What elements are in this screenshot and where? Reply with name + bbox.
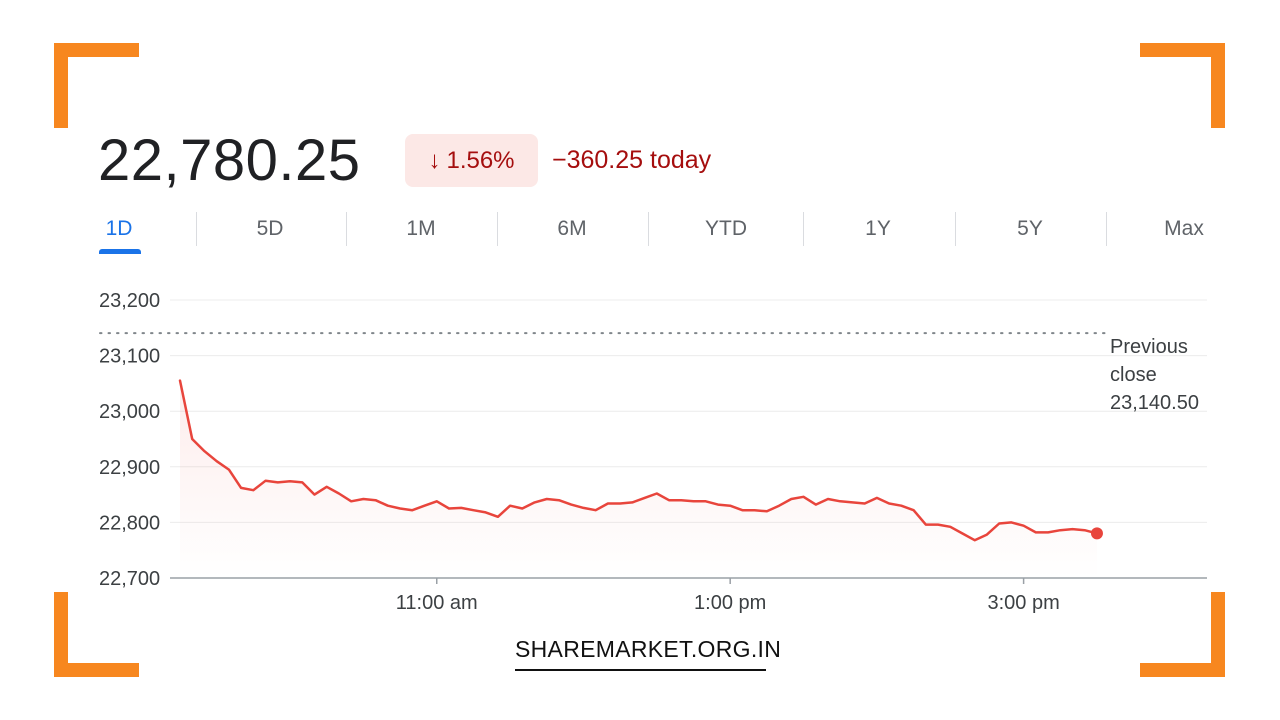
x-tick-label: 1:00 pm xyxy=(694,592,766,614)
frame-corner-bottom-right xyxy=(1140,592,1225,677)
tab-divider xyxy=(955,212,956,246)
y-tick-label: 23,000 xyxy=(99,401,160,423)
previous-close-label: Previous close 23,140.50 xyxy=(1110,336,1199,414)
percent-change-badge: ↓ 1.56% xyxy=(405,134,538,187)
frame-corner-bottom-left xyxy=(54,592,139,677)
percent-change: 1.56% xyxy=(446,146,515,174)
tab-divider xyxy=(648,212,649,246)
tab-6m[interactable]: 6M xyxy=(557,217,587,240)
current-price: 22,780.25 xyxy=(98,128,361,193)
site-watermark: SHAREMARKET.ORG.IN xyxy=(515,634,781,671)
frame-corner-top-left xyxy=(54,43,139,128)
tab-1d[interactable]: 1D xyxy=(105,217,133,240)
tab-divider xyxy=(803,212,804,246)
tab-divider xyxy=(1106,212,1107,246)
active-tab-indicator xyxy=(99,249,141,254)
price-area xyxy=(180,380,1097,578)
tab-max[interactable]: Max xyxy=(1164,217,1204,240)
tab-divider xyxy=(346,212,347,246)
y-tick-label: 22,800 xyxy=(99,512,160,534)
y-tick-label: 22,700 xyxy=(99,568,160,590)
tab-5y[interactable]: 5Y xyxy=(1017,217,1043,240)
tab-5d[interactable]: 5D xyxy=(256,217,284,240)
frame-corner-top-right xyxy=(1140,43,1225,128)
tab-1y[interactable]: 1Y xyxy=(865,217,891,240)
change-today: −360.25 today xyxy=(552,146,712,174)
tab-divider xyxy=(196,212,197,246)
tab-divider xyxy=(497,212,498,246)
range-tabs: 1D 5D 1M 6M YTD 1Y 5Y Max xyxy=(97,210,1212,258)
tab-1m[interactable]: 1M xyxy=(406,217,436,240)
down-arrow-icon: ↓ xyxy=(428,146,441,174)
y-tick-label: 22,900 xyxy=(99,457,160,479)
y-tick-label: 23,200 xyxy=(99,290,160,312)
x-tick-label: 3:00 pm xyxy=(987,592,1059,614)
last-price-marker xyxy=(1090,527,1103,540)
price-line xyxy=(178,379,1099,542)
y-tick-label: 23,100 xyxy=(99,346,160,368)
tab-ytd[interactable]: YTD xyxy=(705,217,747,240)
x-tick-label: 11:00 am xyxy=(396,592,478,614)
